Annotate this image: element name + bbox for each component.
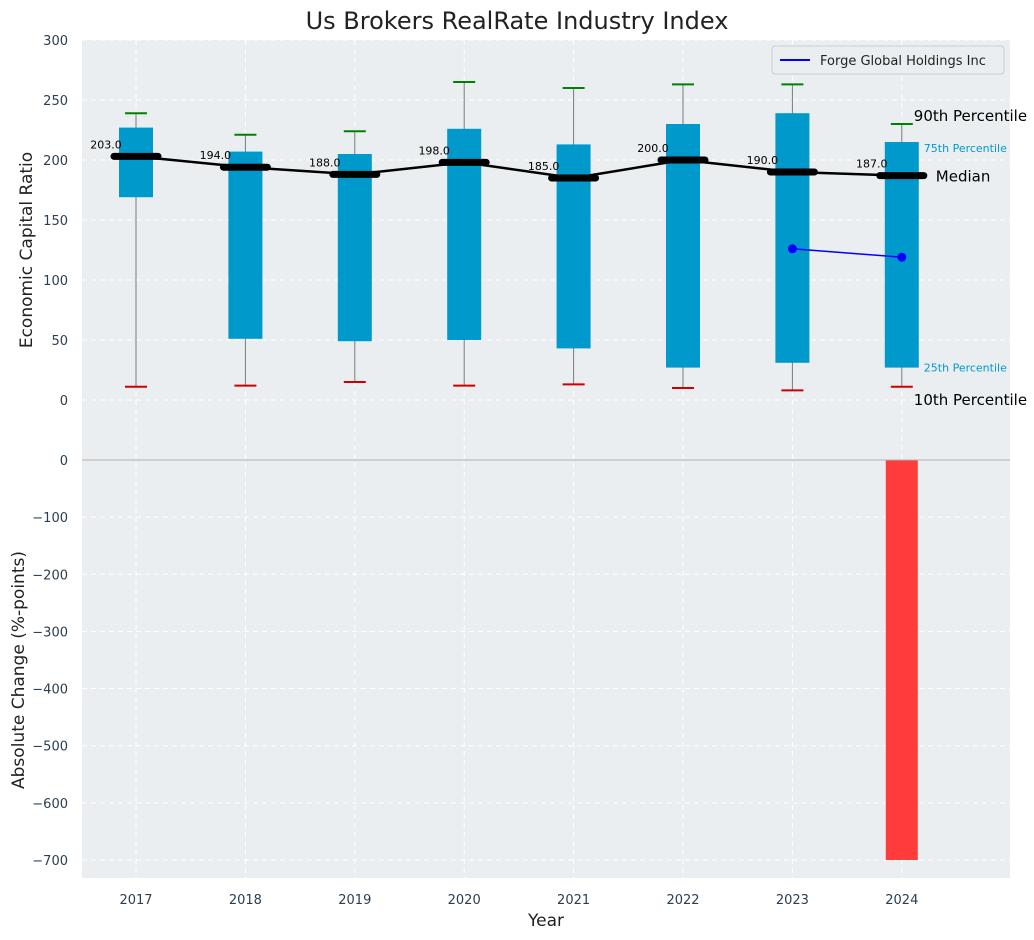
bottom-plot-area	[82, 460, 1010, 878]
company-point-2023	[787, 244, 797, 254]
x-tick-label: 2024	[885, 893, 918, 908]
median-value-label: 200.0	[637, 142, 669, 155]
x-tick-label: 2023	[776, 893, 809, 908]
annotation-median: Median	[936, 168, 991, 186]
legend-label: Forge Global Holdings Inc	[820, 54, 986, 69]
y-tick-label: 100	[43, 274, 68, 289]
y-tick-label: −500	[32, 740, 68, 755]
median-line: 203.0 194.0 188.0 198.0 185.0 200.0 190.0 187.0	[90, 138, 928, 182]
y-tick-label: −400	[32, 683, 68, 698]
y-tick-label: −600	[32, 797, 68, 812]
legend-box	[771, 45, 1005, 75]
y-tick-label: 150	[43, 214, 68, 229]
median-value-label: 194.0	[200, 149, 232, 162]
annotation-p10: 10th Percentile	[914, 391, 1027, 409]
y-tick-label: 50	[51, 334, 68, 349]
company-point-2024	[897, 252, 907, 262]
x-ticks: 2017 2018 2019 2020 2021 2022 2023 2024	[119, 893, 918, 908]
box-2023	[775, 113, 810, 363]
annotation-p90: 90th Percentile	[914, 107, 1027, 125]
change-bars	[885, 460, 918, 860]
x-axis-label: Year	[527, 911, 564, 931]
x-tick-label: 2021	[557, 893, 590, 908]
median-value-label: 185.0	[528, 160, 560, 173]
box-2019	[337, 154, 372, 342]
x-tick-label: 2022	[666, 893, 699, 908]
x-tick-label: 2017	[119, 893, 152, 908]
y-tick-label: −100	[32, 511, 68, 526]
chart-title: Us Brokers RealRate Industry Index	[306, 7, 729, 35]
annotation-p25: 25th Percentile	[924, 362, 1007, 375]
median-value-label: 198.0	[418, 144, 450, 157]
change-bar-2024	[885, 460, 918, 860]
annotation-p75: 75th Percentile	[924, 142, 1007, 155]
box-2017	[119, 127, 153, 198]
y-tick-label: 250	[43, 94, 68, 109]
x-tick-label: 2019	[338, 893, 371, 908]
median-value-label: 188.0	[309, 156, 341, 169]
y-tick-label: 0	[60, 454, 68, 469]
percentile-annotations: 90th Percentile 75th Percentile Median 25th…	[914, 107, 1027, 409]
company-series	[787, 244, 907, 262]
median-value-label: 190.0	[747, 154, 779, 167]
top-y-ticks: 300 250 200 150 100 50 0	[43, 34, 68, 409]
top-plot-area	[82, 40, 1010, 460]
y-tick-label: 300	[43, 34, 68, 49]
box-2018	[228, 151, 263, 339]
x-tick-label: 2018	[229, 893, 262, 908]
y-tick-label: 0	[60, 394, 68, 409]
company-line	[792, 248, 902, 258]
median-value-label: 203.0	[90, 138, 122, 151]
median-value-label: 187.0	[856, 158, 888, 171]
y-tick-label: −700	[32, 854, 68, 869]
y-tick-label: −300	[32, 625, 68, 640]
box-2022	[666, 124, 700, 368]
y-tick-label: 200	[43, 154, 68, 169]
bottom-y-axis-label: Absolute Change (%-points)	[9, 551, 29, 789]
x-tick-label: 2020	[448, 893, 481, 908]
legend: Forge Global Holdings Inc	[771, 45, 1005, 75]
top-y-axis-label: Economic Capital Ratio	[17, 152, 37, 348]
y-tick-label: −200	[32, 568, 68, 583]
bottom-y-ticks: 0 −100 −200 −300 −400 −500 −600 −700	[32, 454, 68, 869]
